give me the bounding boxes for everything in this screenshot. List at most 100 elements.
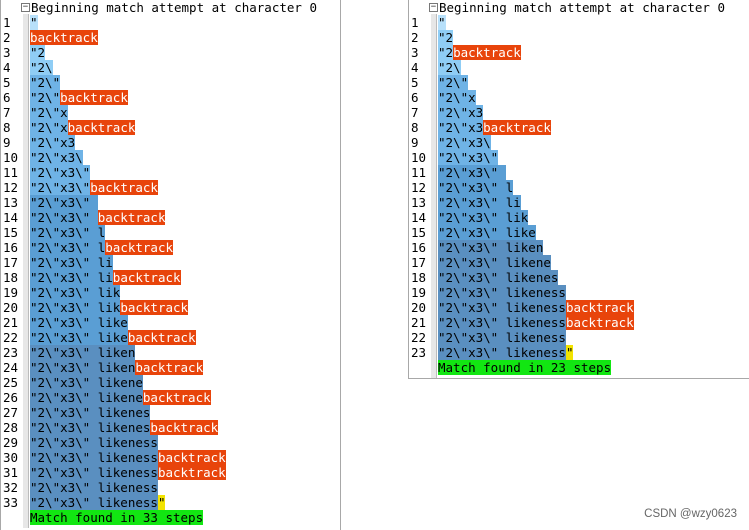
matched-text: "2\"x3\" [30,195,98,210]
line-number: 28 [3,420,19,435]
line-number: 11 [3,165,19,180]
step-row: 18 "2\"x3\" libacktrack [1,270,340,285]
line-number: 24 [3,360,19,375]
line-number: 2 [411,30,419,45]
line-number: 22 [411,330,427,345]
step-content: "2\"x3\" [30,165,91,180]
step-content: "2\"x3\" [30,195,98,210]
line-number: 9 [3,135,11,150]
backtrack-label: backtrack [127,330,196,345]
line-number: 30 [3,450,19,465]
line-number: 2 [3,30,11,45]
line-number: 31 [3,465,19,480]
matched-text: "2\"x3\ [30,150,83,165]
step-row: 2 backtrack [1,30,340,45]
step-row: 23 "2\"x3\" liken [1,345,340,360]
backtrack-label: backtrack [135,360,204,375]
step-content: "2\"x3 [30,135,76,150]
matched-text: "2\" [30,75,61,90]
line-number: 10 [3,150,19,165]
step-content: "2\"x3\" li [438,195,521,210]
backtrack-label: backtrack [565,315,634,330]
line-number: 6 [411,90,419,105]
matched-text: "2 [438,45,454,60]
step-row: 15 "2\"x3\" like [409,225,749,240]
step-content: "2\"x3\" likenbacktrack [30,360,204,375]
line-number: 4 [411,60,419,75]
step-content: "2\"x3\" likbacktrack [30,300,189,315]
step-content: "2\"x3\" libacktrack [30,270,181,285]
step-content: "2\"x3\" like [30,315,128,330]
step-row: 19 "2\"x3\" likeness [409,285,749,300]
matched-text: "2\"x3\" likeness [438,300,566,315]
line-number: 21 [411,315,427,330]
step-content: "2\"x3\"backtrack [30,180,158,195]
step-row: 6 "2\"x [409,90,749,105]
backtrack-label: backtrack [67,120,136,135]
step-content: "2\"x3\" like [438,225,536,240]
step-content: "2\"x [438,90,476,105]
step-content: " [438,15,446,30]
step-content: backtrack [30,30,98,45]
step-row: 26 "2\"x3\" likenebacktrack [1,390,340,405]
step-content: "2\"x3\" backtrack [30,210,166,225]
collapse-icon[interactable]: − [429,2,438,12]
step-content: "2\"x3\" likebacktrack [30,330,196,345]
line-number: 22 [3,330,19,345]
matched-text: "2\"x3\" li [30,255,113,270]
matched-text: "2\"x3 [438,105,484,120]
step-content: "2\"x3\" likene [438,255,551,270]
matched-text: "2\"x3 [30,135,76,150]
step-content: "2\"x3\" likenes [30,405,151,420]
line-number: 20 [411,300,427,315]
matched-text: "2\"x3\" lik [438,210,529,225]
step-content: "2\ [30,60,53,75]
step-row: 33 "2\"x3\" likeness" [1,495,340,510]
matched-text: "2\"x3\" likeness [30,435,158,450]
result-row: Match found in 33 steps [1,510,340,525]
matched-text: "2\"x3\" like [438,225,536,240]
matched-text: "2\"x3\" like [30,315,128,330]
collapse-icon[interactable]: − [21,2,30,12]
line-number: 17 [3,255,19,270]
debugger-header: − Beginning match attempt at character 0 [1,0,340,15]
backtrack-label: backtrack [30,30,98,45]
backtrack-label: backtrack [105,240,173,255]
line-number: 19 [3,285,19,300]
step-content: "2\"backtrack [30,90,128,105]
line-number: 26 [3,390,19,405]
step-row: 23 "2\"x3\" likeness" [409,345,749,360]
matched-text: "2\"x3\" like [30,330,128,345]
matched-text: "2\"x3\" likene [30,390,143,405]
line-number: 1 [411,15,419,30]
matched-text: "2\" [30,90,61,105]
step-content: "2\" [438,75,469,90]
line-number: 23 [411,345,427,360]
step-content: "2\"x3\" likeness" [438,345,574,360]
step-row: 24 "2\"x3\" likenbacktrack [1,360,340,375]
backtrack-label: backtrack [142,390,211,405]
step-row: 14 "2\"x3\" backtrack [1,210,340,225]
matched-text: "2\"x3\" lik [30,285,121,300]
matched-text: "2\"x3\" likenes [438,270,559,285]
step-row: 12 "2\"x3\"backtrack [1,180,340,195]
line-number: 25 [3,375,19,390]
backtrack-label: backtrack [90,180,158,195]
matched-text: "2\"x3\" likeness [438,315,566,330]
matched-text: "2\"x [30,120,68,135]
step-row: 8 "2\"x3backtrack [409,120,749,135]
line-number: 8 [3,120,11,135]
step-row: 11 "2\"x3\" [1,165,340,180]
line-number: 15 [411,225,427,240]
matched-text: "2\"x3\" likene [30,375,143,390]
gutter [23,14,29,528]
step-content: "2\"x3backtrack [438,120,551,135]
header-text: Beginning match attempt at character 0 [31,0,317,15]
matched-text: "2\ [438,60,461,75]
line-number: 9 [411,135,419,150]
step-row: 14 "2\"x3\" lik [409,210,749,225]
line-number: 14 [3,210,19,225]
result-row: Match found in 23 steps [409,360,749,375]
step-row: 28 "2\"x3\" likenesbacktrack [1,420,340,435]
